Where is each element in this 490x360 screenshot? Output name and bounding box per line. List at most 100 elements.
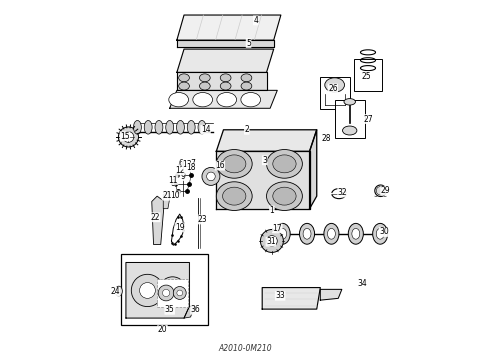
Text: 29: 29 [381, 186, 391, 195]
Polygon shape [177, 15, 281, 40]
Text: 28: 28 [321, 134, 331, 143]
Polygon shape [177, 40, 274, 47]
Ellipse shape [144, 121, 152, 134]
Text: 1: 1 [270, 206, 274, 215]
Circle shape [159, 277, 186, 304]
Polygon shape [216, 151, 310, 209]
Text: 2: 2 [245, 125, 249, 134]
Text: 10: 10 [171, 191, 180, 200]
Ellipse shape [179, 74, 190, 82]
Text: 3: 3 [262, 156, 267, 165]
FancyBboxPatch shape [354, 59, 382, 91]
Circle shape [267, 235, 277, 246]
Ellipse shape [176, 121, 184, 134]
Text: 35: 35 [165, 305, 174, 314]
Text: 6: 6 [178, 159, 183, 168]
Ellipse shape [273, 187, 296, 205]
Text: 13: 13 [182, 160, 192, 169]
Polygon shape [184, 306, 195, 318]
Polygon shape [163, 193, 171, 209]
Ellipse shape [325, 78, 344, 92]
Ellipse shape [133, 121, 141, 134]
Circle shape [202, 167, 220, 185]
Text: 23: 23 [197, 215, 207, 224]
Text: 30: 30 [379, 228, 389, 237]
Ellipse shape [241, 74, 252, 82]
Ellipse shape [303, 228, 311, 239]
Text: 8: 8 [170, 179, 175, 188]
Ellipse shape [344, 99, 355, 105]
Ellipse shape [216, 182, 252, 211]
Circle shape [207, 172, 215, 181]
Text: 19: 19 [175, 223, 185, 232]
Text: 34: 34 [358, 279, 368, 288]
Ellipse shape [155, 121, 163, 134]
Polygon shape [170, 90, 277, 108]
Text: 22: 22 [150, 213, 160, 222]
Ellipse shape [324, 224, 339, 244]
Text: 20: 20 [158, 325, 167, 334]
Ellipse shape [216, 149, 252, 178]
Text: 14: 14 [201, 125, 210, 134]
Circle shape [177, 290, 183, 296]
Ellipse shape [166, 121, 173, 134]
Ellipse shape [343, 126, 357, 135]
Ellipse shape [222, 187, 246, 205]
FancyBboxPatch shape [319, 77, 350, 109]
Ellipse shape [279, 228, 287, 239]
Circle shape [173, 287, 186, 300]
Circle shape [376, 186, 385, 195]
Text: 31: 31 [266, 237, 276, 246]
Text: 17: 17 [272, 224, 282, 233]
Ellipse shape [241, 93, 261, 107]
Ellipse shape [187, 121, 195, 134]
Text: 11: 11 [169, 176, 178, 185]
Ellipse shape [267, 182, 302, 211]
Ellipse shape [179, 82, 190, 90]
Text: 36: 36 [191, 305, 200, 314]
Ellipse shape [199, 74, 210, 82]
Ellipse shape [169, 93, 189, 107]
Polygon shape [177, 72, 267, 90]
Text: 21: 21 [162, 191, 171, 200]
FancyBboxPatch shape [157, 279, 188, 307]
Text: 9: 9 [180, 172, 185, 181]
Text: 27: 27 [364, 114, 373, 123]
Ellipse shape [348, 224, 364, 244]
Text: 26: 26 [328, 84, 338, 93]
Ellipse shape [222, 155, 246, 173]
Circle shape [119, 127, 139, 147]
Circle shape [166, 284, 179, 297]
FancyBboxPatch shape [335, 100, 365, 138]
Circle shape [123, 132, 134, 142]
Circle shape [260, 229, 283, 252]
Circle shape [158, 285, 174, 301]
Ellipse shape [352, 228, 360, 239]
FancyBboxPatch shape [121, 253, 208, 325]
Ellipse shape [273, 155, 296, 173]
Polygon shape [126, 262, 190, 318]
Text: 25: 25 [362, 72, 371, 81]
Ellipse shape [299, 224, 315, 244]
Text: 12: 12 [175, 166, 184, 175]
Text: 7: 7 [191, 159, 196, 168]
Text: 15: 15 [120, 132, 130, 141]
Text: A2010-0M210: A2010-0M210 [218, 344, 272, 353]
Text: 24: 24 [110, 287, 120, 296]
Polygon shape [310, 130, 317, 209]
Ellipse shape [373, 224, 388, 244]
Text: 4: 4 [253, 16, 258, 25]
Circle shape [131, 274, 164, 307]
Ellipse shape [241, 82, 252, 90]
Ellipse shape [220, 82, 231, 90]
Ellipse shape [199, 82, 210, 90]
Ellipse shape [327, 228, 335, 239]
Polygon shape [152, 196, 164, 244]
Polygon shape [177, 49, 274, 72]
Text: 18: 18 [187, 163, 196, 172]
Polygon shape [320, 289, 342, 300]
Text: 32: 32 [338, 188, 347, 197]
Ellipse shape [198, 121, 206, 134]
Text: 16: 16 [215, 161, 225, 170]
Ellipse shape [193, 93, 213, 107]
